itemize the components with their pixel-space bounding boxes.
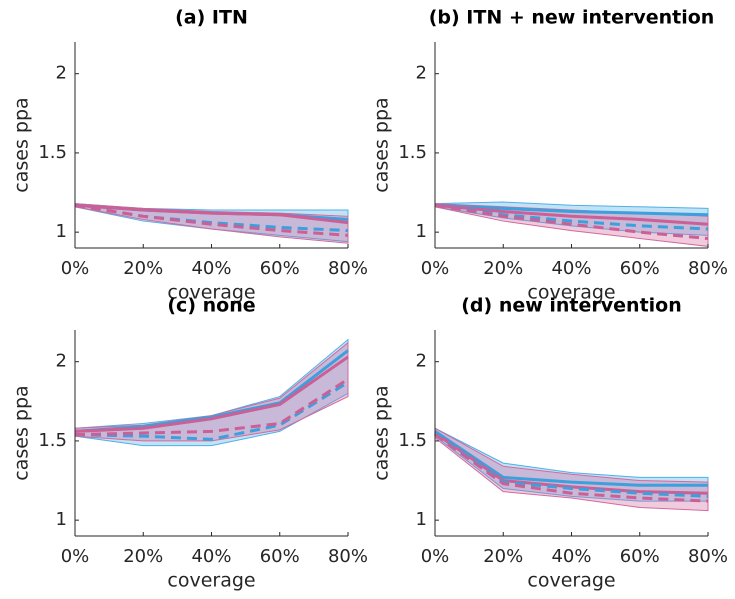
x-axis-label: coverage — [527, 570, 615, 592]
series-line — [74, 203, 349, 237]
y-tick-label: 2 — [416, 351, 427, 372]
confidence-band — [74, 341, 349, 442]
x-tick-label: 20% — [483, 546, 523, 567]
x-tick-label: 40% — [191, 258, 231, 279]
x-tick-label: 80% — [688, 258, 728, 279]
subplot-title: (b) ITN + new intervention — [429, 7, 715, 29]
y-axis-label: cases ppa — [371, 97, 393, 192]
x-tick-label: 40% — [191, 546, 231, 567]
series-line — [74, 355, 349, 433]
series-line — [434, 203, 709, 217]
x-tick-label: 60% — [260, 546, 300, 567]
subplot-title: (d) new intervention — [461, 295, 682, 317]
x-tick-label: 20% — [123, 546, 163, 567]
x-axis-label: coverage — [527, 282, 615, 304]
series-line — [434, 203, 709, 231]
y-axis-label: cases ppa — [371, 385, 393, 480]
subplot-title: (c) none — [167, 295, 255, 317]
x-tick-label: 0% — [61, 546, 90, 567]
x-tick-label: 60% — [620, 258, 660, 279]
x-tick-label: 40% — [551, 258, 591, 279]
y-tick-label: 2 — [416, 63, 427, 84]
y-axis-label: cases ppa — [11, 385, 33, 480]
series-line — [74, 377, 349, 437]
x-axis-label: coverage — [167, 282, 255, 304]
x-tick-label: 40% — [551, 546, 591, 567]
series-line — [434, 203, 709, 226]
x-tick-label: 60% — [620, 546, 660, 567]
y-tick-label: 1 — [56, 221, 67, 242]
series-line — [74, 381, 349, 441]
y-tick-label: 2 — [56, 351, 67, 372]
x-tick-label: 80% — [328, 546, 368, 567]
y-tick-label: 1.5 — [398, 430, 427, 451]
y-tick-label: 1.5 — [38, 142, 67, 163]
x-tick-label: 0% — [61, 258, 90, 279]
series-line — [434, 430, 708, 487]
series-line — [74, 203, 349, 233]
series-line — [434, 433, 709, 503]
y-axis-label: cases ppa — [11, 97, 33, 192]
series-line — [434, 203, 709, 240]
y-tick-label: 1 — [56, 509, 67, 530]
x-tick-label: 60% — [260, 258, 300, 279]
subplot-title: (a) ITN — [175, 7, 248, 29]
y-tick-label: 1.5 — [398, 142, 427, 163]
x-tick-label: 0% — [421, 546, 450, 567]
x-tick-label: 20% — [123, 258, 163, 279]
confidence-band — [434, 427, 709, 512]
y-tick-label: 2 — [56, 63, 67, 84]
y-tick-label: 1 — [416, 221, 427, 242]
x-axis-label: coverage — [167, 570, 255, 592]
x-tick-label: 80% — [328, 258, 368, 279]
series-line — [74, 203, 349, 225]
x-tick-label: 20% — [483, 258, 523, 279]
y-tick-label: 1 — [416, 509, 427, 530]
x-tick-label: 0% — [421, 258, 450, 279]
x-tick-label: 80% — [688, 546, 728, 567]
y-tick-label: 1.5 — [38, 430, 67, 451]
